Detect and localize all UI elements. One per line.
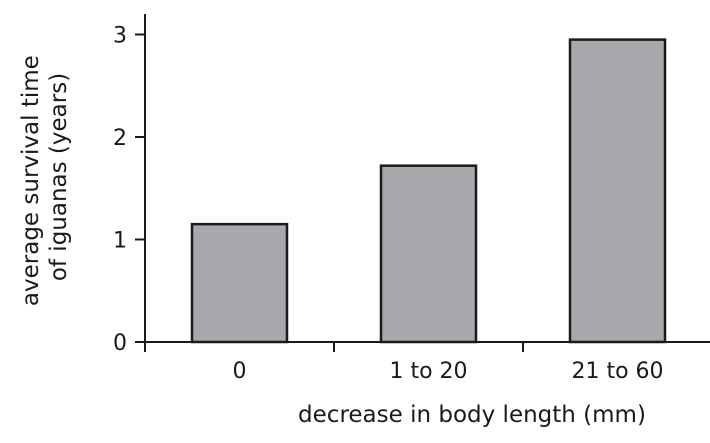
bar-1 [379, 164, 478, 344]
y-axis-title: average survival time of iguanas (years) [18, 48, 72, 306]
y-axis-title-line-1: average survival time [18, 55, 44, 306]
axes-group [135, 14, 710, 352]
y-tick-label-0: 0 [113, 331, 127, 356]
bar-0 [190, 222, 289, 344]
x-tick-label-0: 0 [233, 359, 247, 384]
y-axis-title-line-2: of iguanas (years) [46, 73, 72, 281]
y-tick-label-3: 3 [113, 24, 127, 49]
x-tick-label-2: 21 to 60 [571, 359, 663, 384]
y-tick-label-2: 2 [113, 126, 127, 151]
x-axis-title: decrease in body length (mm) [298, 402, 646, 428]
x-tick-label-1: 1 to 20 [389, 359, 467, 384]
bar-2 [568, 38, 667, 344]
ticks-group: 0 1 to 20 21 to 60 0 1 2 3 [113, 24, 664, 385]
y-tick-label-1: 1 [113, 229, 127, 254]
bars-group [190, 38, 667, 344]
